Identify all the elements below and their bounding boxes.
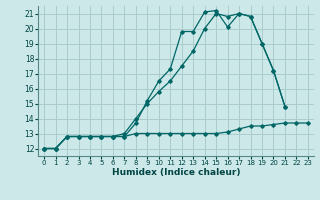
- X-axis label: Humidex (Indice chaleur): Humidex (Indice chaleur): [112, 168, 240, 177]
